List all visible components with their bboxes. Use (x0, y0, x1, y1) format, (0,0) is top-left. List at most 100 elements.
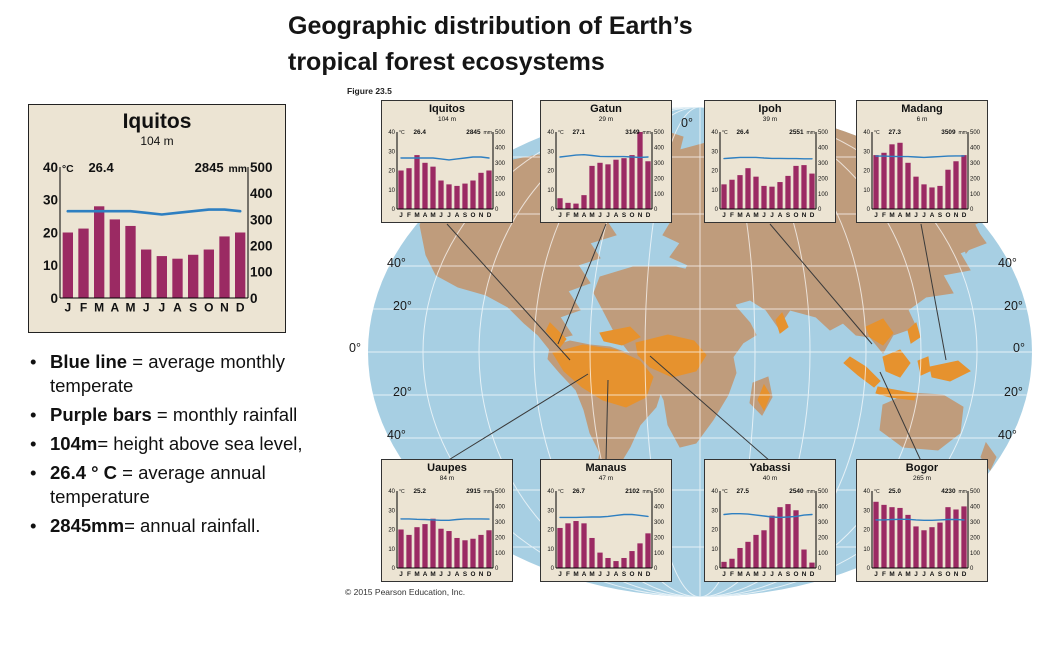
svg-text:2551: 2551 (789, 129, 804, 136)
svg-text:J: J (722, 212, 726, 219)
svg-text:M: M (414, 571, 419, 578)
svg-text:300: 300 (250, 212, 273, 227)
svg-text:30: 30 (711, 149, 718, 155)
svg-text:400: 400 (495, 505, 506, 511)
station-name: Uaupes (427, 462, 467, 474)
svg-text:N: N (954, 571, 959, 578)
svg-text:D: D (810, 212, 815, 219)
svg-text:M: M (573, 571, 578, 578)
svg-text:N: N (802, 212, 807, 219)
svg-text:200: 200 (970, 176, 981, 182)
svg-text:M: M (889, 212, 894, 219)
svg-text:S: S (938, 212, 943, 219)
svg-text:J: J (922, 571, 926, 578)
svg-text:S: S (622, 571, 627, 578)
station-elevation: 265 m (912, 475, 932, 482)
svg-text:0: 0 (715, 566, 719, 572)
station-name: Madang (901, 103, 943, 115)
svg-text:300: 300 (818, 161, 829, 167)
svg-text:2102: 2102 (625, 488, 640, 495)
svg-text:400: 400 (970, 146, 981, 152)
svg-text:M: M (414, 212, 419, 219)
svg-text:S: S (622, 212, 627, 219)
svg-text:A: A (582, 571, 587, 578)
legend-bullet-text: = height above sea level, (97, 433, 303, 454)
svg-text:200: 200 (654, 535, 665, 541)
svg-text:F: F (730, 571, 734, 578)
svg-text:°C: °C (874, 489, 880, 495)
svg-text:100: 100 (654, 192, 665, 198)
svg-text:J: J (914, 212, 918, 219)
svg-text:F: F (407, 571, 411, 578)
svg-text:J: J (558, 212, 562, 219)
svg-text:J: J (770, 571, 774, 578)
svg-text:M: M (430, 212, 435, 219)
svg-text:D: D (646, 212, 651, 219)
legend-bullet: Blue line = average monthly temperate (28, 350, 328, 398)
svg-text:J: J (874, 571, 878, 578)
station-elevation: 29 m (598, 116, 614, 123)
svg-text:A: A (423, 571, 428, 578)
svg-text:40: 40 (547, 130, 554, 136)
svg-text:200: 200 (250, 238, 273, 253)
svg-text:A: A (898, 571, 903, 578)
svg-text:20: 20 (43, 225, 58, 240)
svg-text:30: 30 (547, 149, 554, 155)
svg-text:100: 100 (495, 192, 506, 198)
svg-text:20: 20 (547, 528, 554, 534)
svg-text:30: 30 (863, 508, 870, 514)
svg-text:0: 0 (392, 566, 396, 572)
svg-text:10: 10 (547, 547, 554, 553)
svg-text:S: S (786, 212, 791, 219)
svg-text:A: A (746, 212, 751, 219)
copyright: © 2015 Pearson Education, Inc. (345, 587, 466, 597)
svg-text:O: O (794, 212, 799, 219)
svg-text:N: N (479, 212, 484, 219)
svg-text:A: A (930, 571, 935, 578)
climograph-panel-gatun: Gatun 29 m 40 30 20 10 0 500 400 300 200 100 0 °C 27.1… (540, 100, 672, 223)
svg-text:°C: °C (722, 130, 728, 136)
latitude-label: 0° (681, 116, 693, 130)
climograph-panel-ipoh: Ipoh 39 m 40 30 20 10 0 500 400 300 200 100 0 °C 26.4 2… (704, 100, 836, 223)
station-elevation: 40 m (762, 475, 778, 482)
svg-text:40: 40 (388, 130, 395, 136)
svg-text:M: M (905, 571, 910, 578)
svg-text:10: 10 (711, 547, 718, 553)
svg-text:200: 200 (654, 176, 665, 182)
svg-text:J: J (447, 571, 451, 578)
svg-text:°C: °C (558, 130, 564, 136)
svg-text:D: D (487, 571, 492, 578)
svg-text:300: 300 (495, 161, 506, 167)
svg-text:26.4: 26.4 (413, 129, 426, 136)
legend-bullet-term: 2845mm (50, 515, 125, 536)
svg-text:M: M (737, 571, 742, 578)
svg-text:0: 0 (970, 207, 974, 213)
legend-bullet-text: = average annual temperature (50, 462, 266, 507)
legend-bullets: Blue line = average monthly temperate Pur… (28, 350, 328, 543)
svg-text:O: O (630, 571, 635, 578)
svg-text:J: J (143, 301, 150, 315)
legend-bullet: 26.4 ° C = average annual temperature (28, 461, 328, 509)
page-title-line1: Geographic distribution of Earth’s (288, 12, 693, 40)
svg-text:O: O (471, 571, 476, 578)
svg-text:40: 40 (863, 489, 870, 495)
station-name: Bogor (905, 462, 939, 474)
svg-text:N: N (638, 571, 643, 578)
svg-text:J: J (606, 212, 610, 219)
svg-text:O: O (471, 212, 476, 219)
svg-text:500: 500 (250, 160, 273, 175)
svg-text:200: 200 (818, 535, 829, 541)
svg-text:A: A (930, 212, 935, 219)
station-elevation: 84 m (439, 475, 455, 482)
latitude-label: 20° (393, 385, 412, 399)
svg-text:F: F (566, 571, 570, 578)
svg-text:100: 100 (970, 192, 981, 198)
svg-text:J: J (598, 571, 602, 578)
svg-text:M: M (430, 571, 435, 578)
svg-text:A: A (614, 571, 619, 578)
